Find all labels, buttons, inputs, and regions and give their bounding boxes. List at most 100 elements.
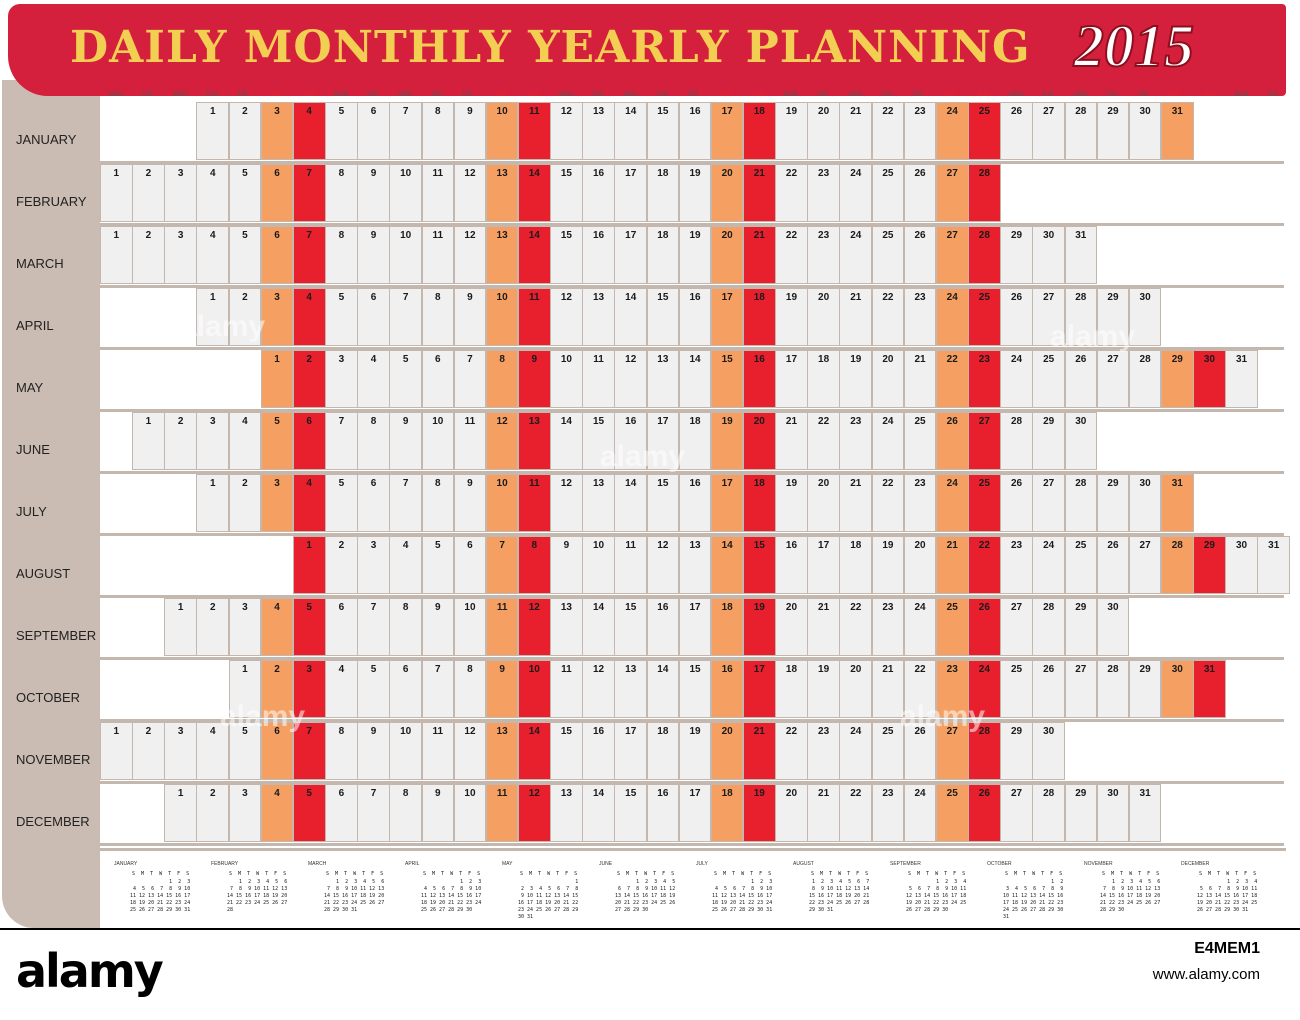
day-cell[interactable]: 19	[743, 784, 776, 842]
day-cell[interactable]: 27	[1032, 474, 1065, 532]
day-cell[interactable]: 22	[968, 536, 1001, 594]
day-cell[interactable]: 24	[839, 226, 873, 284]
day-cell[interactable]: 24	[935, 474, 969, 532]
day-cell[interactable]: 17	[678, 784, 712, 842]
day-cell[interactable]: 23	[871, 598, 905, 656]
day-cell[interactable]: 26	[903, 722, 937, 780]
day-cell[interactable]: 4	[260, 598, 294, 656]
day-cell[interactable]: 30	[1064, 412, 1098, 470]
day-cell[interactable]: 10	[453, 598, 487, 656]
day-cell[interactable]: 10	[485, 288, 519, 346]
day-cell[interactable]: 15	[710, 350, 744, 408]
day-cell[interactable]: 27	[1096, 350, 1130, 408]
day-cell[interactable]: 4	[196, 226, 230, 284]
day-cell[interactable]: 10	[517, 660, 551, 718]
day-cell[interactable]: 30	[1032, 226, 1065, 284]
day-cell[interactable]: 18	[743, 102, 776, 160]
day-cell[interactable]: 12	[453, 722, 487, 780]
day-cell[interactable]: 2	[132, 722, 165, 780]
day-cell[interactable]: 18	[743, 288, 776, 346]
day-cell[interactable]: 5	[389, 350, 422, 408]
day-cell[interactable]: 21	[743, 226, 776, 284]
day-cell[interactable]: 11	[421, 164, 455, 222]
day-cell[interactable]: 10	[582, 536, 615, 594]
day-cell[interactable]: 8	[421, 102, 455, 160]
day-cell[interactable]: 6	[389, 660, 422, 718]
day-cell[interactable]: 15	[582, 412, 615, 470]
day-cell[interactable]: 11	[582, 350, 615, 408]
day-cell[interactable]: 1	[196, 474, 230, 532]
day-cell[interactable]: 1	[196, 288, 230, 346]
day-cell[interactable]: 27	[935, 226, 969, 284]
day-cell[interactable]: 10	[389, 164, 422, 222]
day-cell[interactable]: 13	[582, 102, 615, 160]
day-cell[interactable]: 27	[935, 164, 969, 222]
day-cell[interactable]: 18	[646, 164, 680, 222]
day-cell[interactable]: 24	[871, 412, 905, 470]
day-cell[interactable]: 14	[614, 474, 648, 532]
day-cell[interactable]: 13	[485, 722, 519, 780]
day-cell[interactable]: 1	[228, 660, 262, 718]
day-cell[interactable]: 3	[228, 598, 262, 656]
day-cell[interactable]: 12	[517, 784, 551, 842]
day-cell[interactable]: 19	[743, 598, 776, 656]
day-cell[interactable]: 24	[839, 722, 873, 780]
day-cell[interactable]: 30	[1096, 598, 1130, 656]
day-cell[interactable]: 8	[325, 722, 358, 780]
day-cell[interactable]: 20	[710, 226, 744, 284]
day-cell[interactable]: 26	[968, 598, 1001, 656]
day-cell[interactable]: 12	[550, 102, 583, 160]
day-cell[interactable]: 13	[582, 474, 615, 532]
day-cell[interactable]: 22	[775, 164, 808, 222]
day-cell[interactable]: 2	[260, 660, 294, 718]
day-cell[interactable]: 28	[1160, 536, 1194, 594]
day-cell[interactable]: 2	[132, 226, 165, 284]
day-cell[interactable]: 26	[968, 784, 1001, 842]
day-cell[interactable]: 9	[421, 784, 455, 842]
day-cell[interactable]: 15	[646, 102, 680, 160]
day-cell[interactable]: 15	[678, 660, 712, 718]
day-cell[interactable]: 22	[839, 598, 873, 656]
day-cell[interactable]: 17	[614, 164, 648, 222]
day-cell[interactable]: 5	[260, 412, 294, 470]
day-cell[interactable]: 21	[839, 474, 873, 532]
day-cell[interactable]: 20	[871, 350, 905, 408]
day-cell[interactable]: 25	[935, 598, 969, 656]
day-cell[interactable]: 9	[485, 660, 519, 718]
day-cell[interactable]: 4	[260, 784, 294, 842]
day-cell[interactable]: 30	[1225, 536, 1258, 594]
day-cell[interactable]: 31	[1128, 784, 1162, 842]
day-cell[interactable]: 21	[871, 660, 905, 718]
day-cell[interactable]: 9	[517, 350, 551, 408]
day-cell[interactable]: 4	[228, 412, 262, 470]
day-cell[interactable]: 4	[196, 164, 230, 222]
day-cell[interactable]: 16	[582, 226, 615, 284]
day-cell[interactable]: 30	[1128, 474, 1162, 532]
day-cell[interactable]: 30	[1096, 784, 1130, 842]
day-cell[interactable]: 20	[807, 102, 840, 160]
day-cell[interactable]: 17	[614, 722, 648, 780]
day-cell[interactable]: 19	[678, 226, 712, 284]
day-cell[interactable]: 26	[903, 226, 937, 284]
day-cell[interactable]: 19	[839, 350, 873, 408]
day-cell[interactable]: 12	[453, 164, 487, 222]
day-cell[interactable]: 10	[453, 784, 487, 842]
day-cell[interactable]: 23	[903, 288, 937, 346]
day-cell[interactable]: 9	[357, 722, 390, 780]
day-cell[interactable]: 14	[710, 536, 744, 594]
day-cell[interactable]: 3	[260, 288, 294, 346]
day-cell[interactable]: 6	[260, 226, 294, 284]
day-cell[interactable]: 14	[614, 288, 648, 346]
day-cell[interactable]: 11	[517, 102, 551, 160]
day-cell[interactable]: 24	[935, 288, 969, 346]
day-cell[interactable]: 23	[839, 412, 873, 470]
day-cell[interactable]: 28	[1032, 784, 1065, 842]
day-cell[interactable]: 29	[1064, 784, 1098, 842]
day-cell[interactable]: 31	[1160, 474, 1194, 532]
day-cell[interactable]: 11	[517, 288, 551, 346]
day-cell[interactable]: 25	[968, 102, 1001, 160]
day-cell[interactable]: 29	[1000, 226, 1033, 284]
day-cell[interactable]: 2	[325, 536, 358, 594]
day-cell[interactable]: 2	[228, 474, 262, 532]
day-cell[interactable]: 26	[1064, 350, 1098, 408]
